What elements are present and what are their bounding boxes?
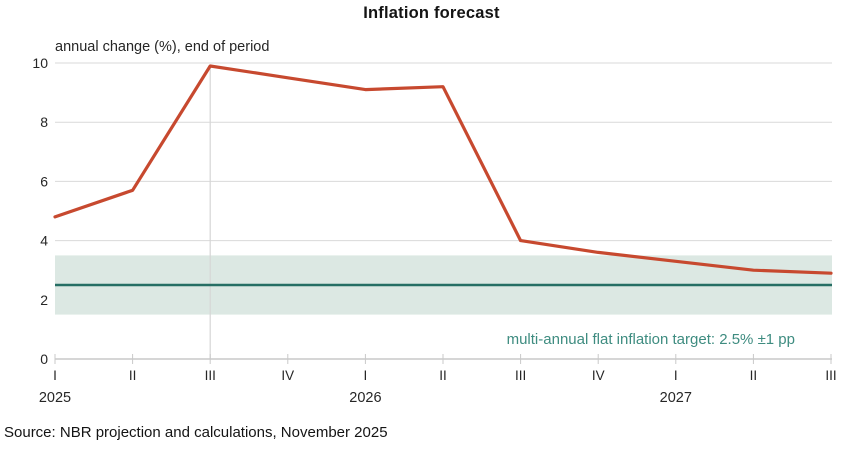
x-tick-label: III <box>205 368 216 383</box>
year-label: 2025 <box>39 390 71 406</box>
year-label: 2026 <box>349 390 381 406</box>
y-tick-label: 10 <box>32 55 48 71</box>
x-tick-label: IV <box>281 368 294 383</box>
x-tick-label: I <box>53 368 57 383</box>
inflation-forecast-line <box>53 64 833 275</box>
x-tick-label: IV <box>592 368 605 383</box>
source-note: Source: NBR projection and calculations,… <box>4 424 388 441</box>
x-tick-label: I <box>364 368 368 383</box>
chart-subtitle: annual change (%), end of period <box>55 39 270 55</box>
y-tick-label: 0 <box>40 351 48 367</box>
x-tick-label: III <box>515 368 526 383</box>
chart-title: Inflation forecast <box>363 4 500 22</box>
inflation-target-annotation: multi-annual flat inflation target: 2.5%… <box>506 331 795 348</box>
y-tick-label: 8 <box>40 114 48 130</box>
x-tick-label: III <box>825 368 836 383</box>
x-tick-label: I <box>674 368 678 383</box>
x-tick-label: II <box>750 368 758 383</box>
y-tick-label: 6 <box>40 173 48 189</box>
y-tick-label: 2 <box>40 292 48 308</box>
x-tick-label: II <box>439 368 447 383</box>
year-label: 2027 <box>660 390 692 406</box>
x-tick-label: II <box>129 368 137 383</box>
y-tick-label: 4 <box>40 233 48 249</box>
